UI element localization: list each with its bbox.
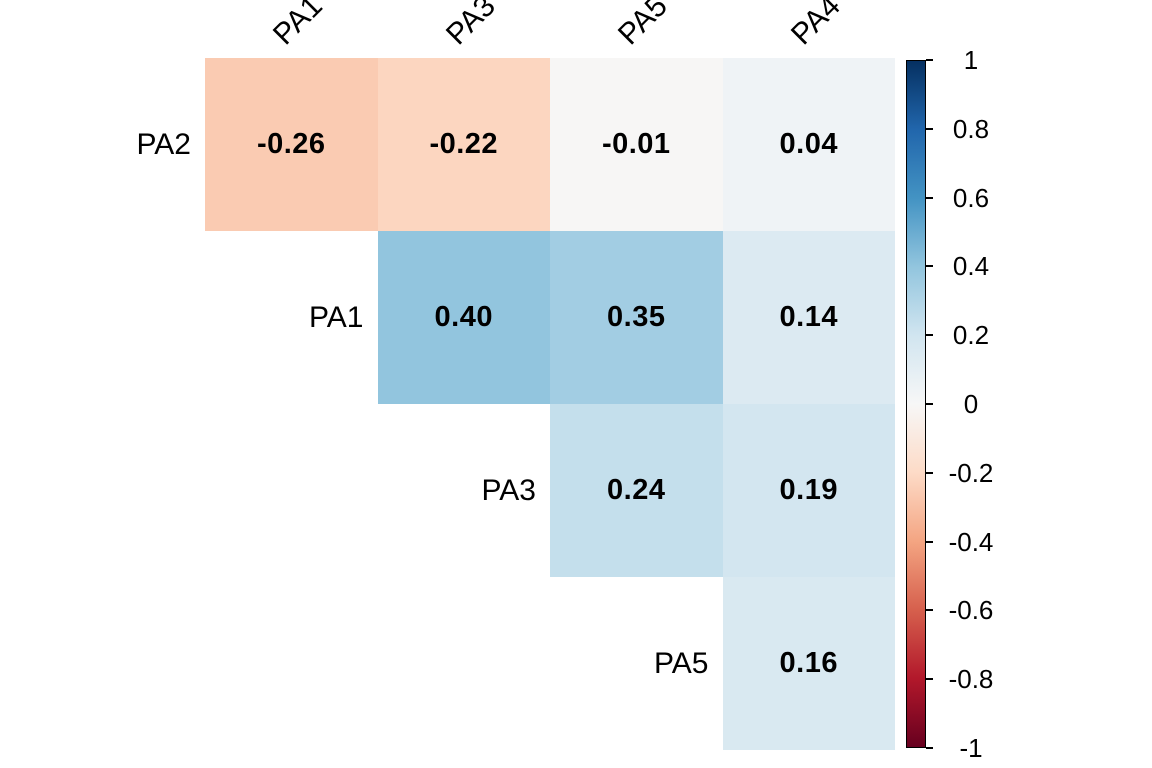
colorbar-tick [926,540,933,543]
colorbar-tick [926,678,933,681]
row-label-pa2: PA2 [136,127,191,161]
heatmap-cell-pa1-pa5: 0.35 [550,231,723,404]
colorbar-tick-label: 0.8 [952,113,990,144]
colorbar-tick-label: -0.6 [948,595,994,626]
heatmap-cell-pa2-pa1: -0.26 [205,58,378,231]
heatmap-cell-pa2-pa5: -0.01 [550,58,723,231]
colorbar-tick-label: -0.2 [948,457,994,488]
heatmap-cell-pa3-pa4: 0.19 [722,404,895,577]
colorbar-tick [926,609,933,612]
colorbar-tick [926,265,933,268]
colorbar-tick-label: 0.6 [952,182,990,213]
heatmap-cell-pa2-pa4: 0.04 [722,58,895,231]
colorbar-tick-label: 0.2 [952,320,990,351]
row-label-pa3: PA3 [481,473,536,507]
heatmap-cell-pa1-pa4: 0.14 [722,231,895,404]
colorbar-tick-label: 0 [963,389,979,419]
colorbar-tick-label: -0.4 [948,526,994,557]
colorbar-tick [926,59,933,61]
colorbar-tick [926,196,933,199]
heatmap-cell-pa3-pa5: 0.24 [550,404,723,577]
colorbar-tick-label: -0.8 [948,664,994,695]
column-label-pa3: PA3 [439,0,502,52]
heatmap-cell-pa2-pa3: -0.22 [377,58,550,231]
colorbar-tick [926,334,933,337]
colorbar-tick-label: -1 [959,733,983,763]
heatmap-cell-pa5-pa4: 0.16 [722,577,895,750]
row-label-pa1: PA1 [309,300,364,334]
colorbar-tick [926,127,933,130]
colorbar-tick [926,747,933,749]
colorbar-tick [926,471,933,474]
heatmap-cell-pa1-pa3: 0.40 [377,231,550,404]
row-label-pa5: PA5 [654,646,709,680]
colorbar-tick [926,403,933,405]
column-label-pa5: PA5 [612,0,675,52]
colorbar-tick-label: 1 [963,45,979,75]
column-label-pa4: PA4 [784,0,847,52]
column-label-pa1: PA1 [267,0,330,52]
colorbar-tick-label: 0.4 [952,251,990,282]
colorbar-gradient [906,60,926,748]
